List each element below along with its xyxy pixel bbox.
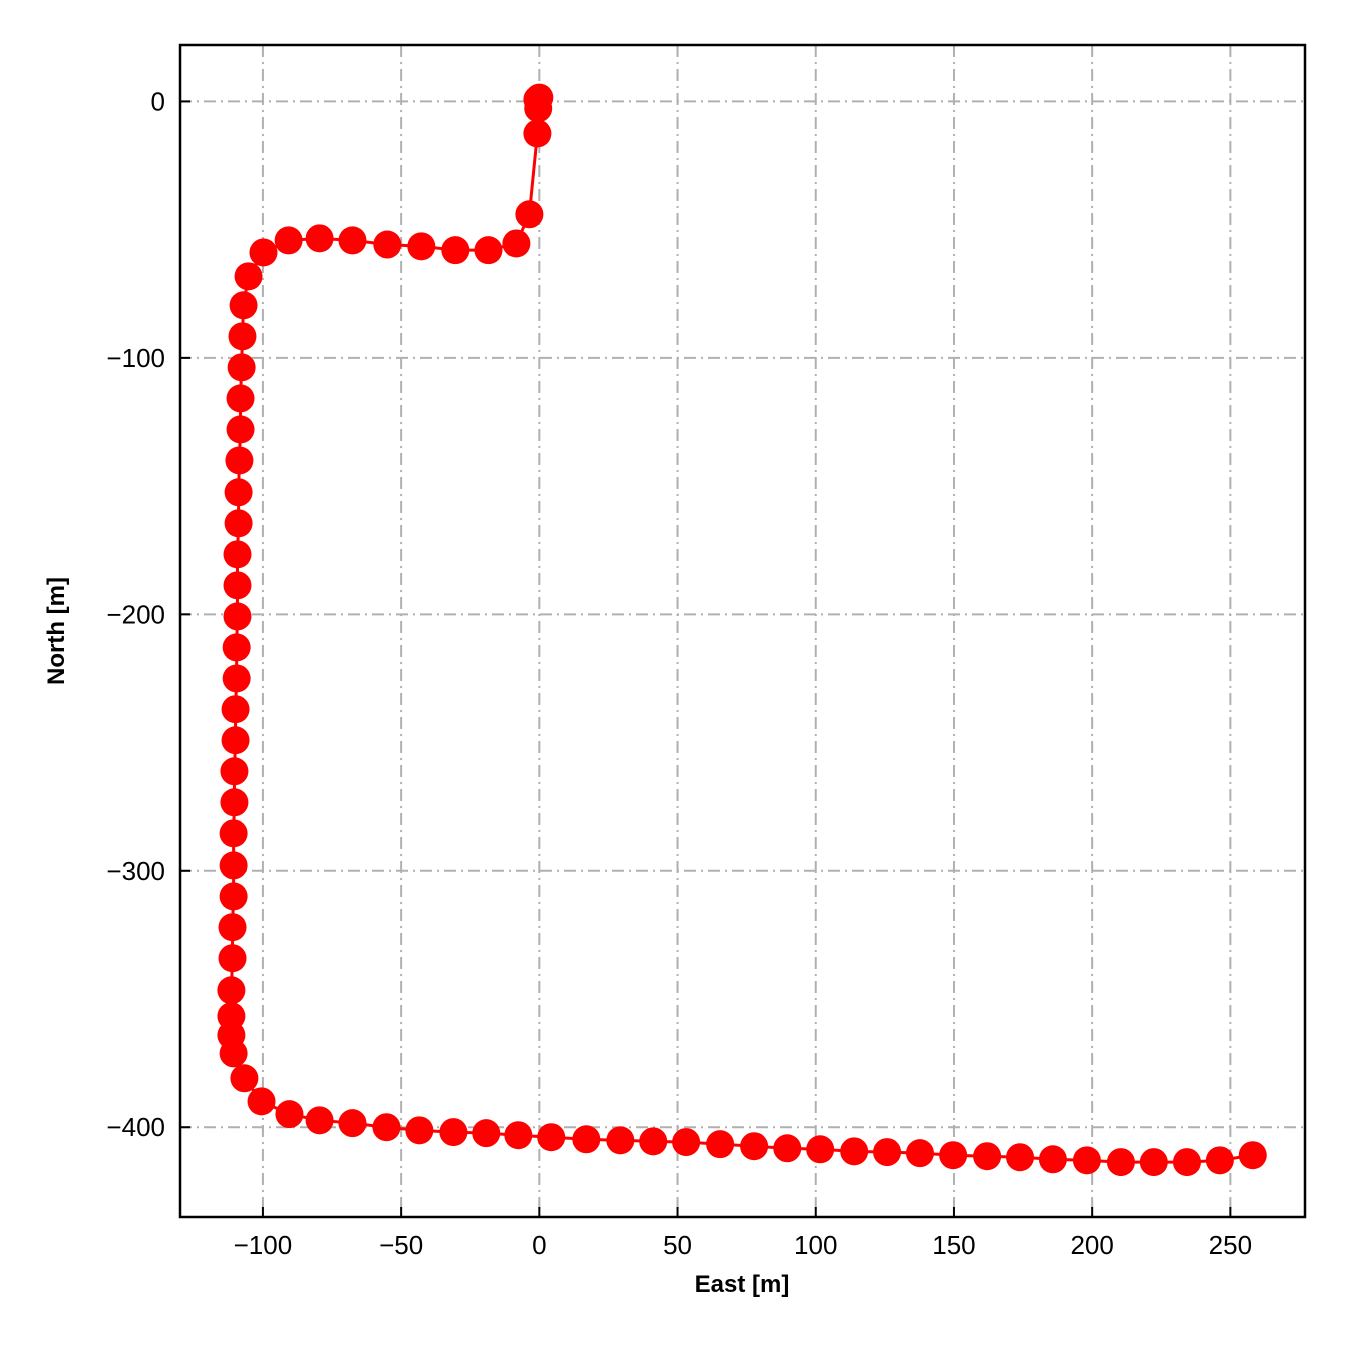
x-tick-label: 50 (663, 1230, 692, 1260)
point (773, 1134, 802, 1163)
point (474, 236, 503, 265)
point (1172, 1148, 1201, 1177)
point (222, 633, 251, 662)
point (228, 322, 257, 351)
point (218, 913, 247, 942)
point (873, 1138, 902, 1167)
point (373, 230, 402, 259)
point (225, 446, 254, 475)
point (226, 415, 255, 444)
point (672, 1128, 701, 1157)
point (338, 1109, 367, 1138)
point (305, 1106, 334, 1135)
point (219, 819, 248, 848)
point (220, 757, 249, 786)
x-tick-label: 200 (1070, 1230, 1113, 1260)
x-tick-label: 0 (532, 1230, 546, 1260)
point (1238, 1141, 1267, 1170)
point (515, 200, 544, 229)
x-tick-label: 150 (932, 1230, 975, 1260)
point (537, 1123, 566, 1152)
point (1038, 1145, 1067, 1174)
point (1205, 1146, 1234, 1175)
point (504, 1121, 533, 1150)
point (224, 509, 253, 538)
point (1106, 1148, 1135, 1177)
y-tick-label: 0 (151, 86, 165, 116)
point (740, 1132, 769, 1161)
point (224, 478, 253, 507)
point (223, 571, 252, 600)
x-tick-label: −100 (234, 1230, 293, 1260)
point (274, 226, 303, 255)
point (227, 353, 256, 382)
point (806, 1135, 835, 1164)
point (223, 602, 252, 631)
point (218, 944, 247, 973)
point (973, 1142, 1002, 1171)
point (234, 262, 263, 291)
point (572, 1125, 601, 1154)
y-tick-label: −400 (106, 1112, 165, 1142)
y-tick-label: −300 (106, 856, 165, 886)
point (502, 229, 531, 258)
x-axis-label: East [m] (695, 1271, 790, 1298)
point (523, 119, 552, 148)
plot-frame (178, 43, 1307, 1219)
point (1139, 1148, 1168, 1177)
point (639, 1127, 668, 1156)
point (706, 1130, 735, 1159)
point (223, 540, 252, 569)
point (229, 291, 258, 320)
point (221, 726, 250, 755)
point (217, 976, 246, 1005)
point (372, 1113, 401, 1142)
point (219, 1039, 248, 1068)
x-tick-label: −50 (379, 1230, 423, 1260)
x-tick-label: 100 (794, 1230, 837, 1260)
point (226, 384, 255, 413)
point (230, 1064, 259, 1093)
point (338, 226, 367, 255)
point (1006, 1143, 1035, 1172)
point (439, 1118, 468, 1147)
point (220, 788, 249, 817)
point (840, 1137, 869, 1166)
x-tick-label: 250 (1209, 1230, 1252, 1260)
point (219, 882, 248, 911)
point (219, 851, 248, 880)
point (524, 94, 553, 123)
point (221, 695, 250, 724)
point (249, 238, 278, 267)
point (1072, 1146, 1101, 1175)
point (305, 224, 334, 253)
point (407, 232, 436, 261)
point (606, 1126, 635, 1155)
point (247, 1087, 276, 1116)
point (441, 236, 470, 265)
point (405, 1116, 434, 1145)
y-tick-label: −100 (106, 343, 165, 373)
point (222, 664, 251, 693)
point (905, 1139, 934, 1168)
point (472, 1119, 501, 1148)
y-axis-label: North [m] (43, 577, 70, 685)
point (939, 1141, 968, 1170)
point (275, 1100, 304, 1129)
y-tick-label: −200 (106, 599, 165, 629)
